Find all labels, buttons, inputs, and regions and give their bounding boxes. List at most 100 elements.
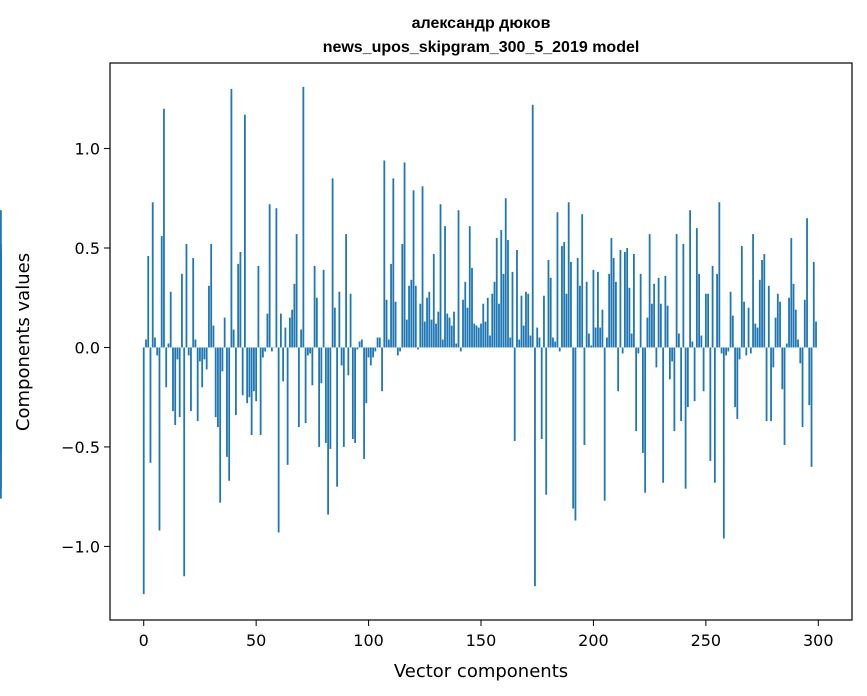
bar-component-62	[282, 347, 285, 382]
bar-component-223	[644, 347, 647, 493]
bar-component-113	[396, 347, 399, 356]
bar-component-295	[806, 218, 808, 348]
bar-component-281	[774, 317, 777, 348]
bar-component-17	[181, 273, 183, 348]
bar-component-90	[345, 234, 347, 348]
bar-component-25	[199, 347, 201, 362]
x-tick-label: 100	[353, 631, 384, 650]
bar-component-52	[259, 347, 262, 435]
bar-component-130	[435, 323, 437, 348]
bar-component-121	[414, 285, 417, 348]
bar-component-217	[630, 333, 633, 348]
bar-component-136	[448, 317, 451, 348]
bar-component-142	[462, 299, 464, 348]
bar-component-225	[648, 234, 651, 348]
bar-component-235	[671, 347, 674, 362]
bar-component-46	[246, 347, 249, 404]
bar-component-38	[228, 347, 231, 481]
bar-component-183	[554, 341, 557, 348]
x-tick-label: 250	[691, 631, 722, 650]
bar-component-177	[540, 347, 543, 439]
bar-component-187	[563, 242, 566, 348]
bar-component-246	[695, 228, 698, 348]
bar-component-3	[149, 347, 152, 463]
bar-component-258	[722, 347, 725, 539]
bar-component-224	[646, 317, 649, 348]
bar-component-229	[657, 277, 660, 348]
bar-component-192	[574, 347, 577, 521]
bar-component-41	[235, 347, 237, 416]
y-tick-label: −1.0	[61, 537, 100, 556]
x-axis-label: Vector components	[394, 661, 568, 682]
bar-component-124	[421, 186, 424, 348]
bar-component-44	[241, 347, 244, 396]
bar-component-128	[430, 319, 433, 348]
y-tick-label: 0.5	[75, 239, 100, 258]
bar-component-118	[408, 285, 410, 348]
bar-component-175	[536, 327, 539, 348]
bar-component-209	[612, 257, 615, 348]
bar-component-199	[590, 345, 593, 348]
bar-component-287	[788, 297, 790, 348]
bar-component-96	[358, 341, 361, 348]
bar-component-109	[387, 339, 390, 348]
bar-component-196	[583, 347, 586, 445]
bar-component-24	[196, 347, 199, 422]
bar-component-64	[286, 347, 289, 465]
bar-component-15	[176, 347, 179, 360]
bar-component-11	[167, 343, 170, 348]
bar-component-94	[354, 347, 356, 443]
bar-component-299	[815, 321, 817, 348]
bar-component-289	[792, 283, 795, 348]
bar-component-undefined	[0, 249, 2, 348]
bar-component-278	[767, 285, 770, 348]
bar-component-267	[743, 301, 745, 348]
bar-component-179	[545, 347, 548, 495]
bar-component-35	[221, 347, 224, 372]
bar-component-undefined	[0, 347, 2, 360]
bar-component-284	[781, 347, 784, 390]
bar-component-63	[284, 327, 287, 348]
bar-component-73	[306, 347, 309, 356]
bar-component-12	[169, 291, 172, 348]
bar-component-176	[538, 337, 541, 348]
bar-component-210	[615, 281, 617, 348]
bar-component-107	[383, 160, 386, 348]
bar-component-294	[803, 299, 806, 348]
bar-component-135	[446, 313, 449, 348]
bar-component-104	[376, 337, 379, 348]
bar-component-205	[603, 347, 606, 501]
bar-component-228	[655, 347, 658, 368]
bar-component-213	[621, 347, 624, 354]
bar-component-80	[322, 269, 325, 348]
bar-component-54	[264, 347, 267, 352]
bar-component-279	[770, 347, 772, 422]
bar-component-87	[338, 291, 341, 348]
bar-component-276	[763, 253, 766, 348]
bar-component-190	[570, 261, 572, 348]
bar-component-208	[610, 238, 613, 348]
bar-component-285	[783, 347, 786, 445]
bar-component-255	[716, 273, 718, 348]
bar-component-83	[329, 347, 332, 449]
bar-component-36	[223, 317, 226, 348]
bar-component-149	[477, 327, 480, 348]
bar-component-78	[318, 347, 321, 447]
bar-component-248	[700, 335, 703, 348]
bar-component-261	[729, 291, 732, 348]
bar-component-241	[684, 347, 687, 489]
bar-component-198	[588, 333, 590, 348]
bar-component-31	[212, 325, 215, 348]
bar-component-163	[509, 337, 512, 348]
plot-frame	[109, 62, 853, 621]
bar-component-215	[626, 248, 629, 348]
bar-component-194	[579, 285, 581, 348]
bar-component-158	[498, 303, 500, 348]
y-axis-ticks: −1.0 −0.5 0.0 0.5 1.0	[61, 140, 110, 556]
bars-group	[0, 86, 817, 595]
bar-component-85	[333, 307, 336, 348]
bar-component-72	[304, 347, 307, 424]
bar-component-100	[367, 347, 370, 358]
bar-component-160	[502, 273, 505, 348]
y-tick-label: 0.0	[75, 338, 100, 357]
